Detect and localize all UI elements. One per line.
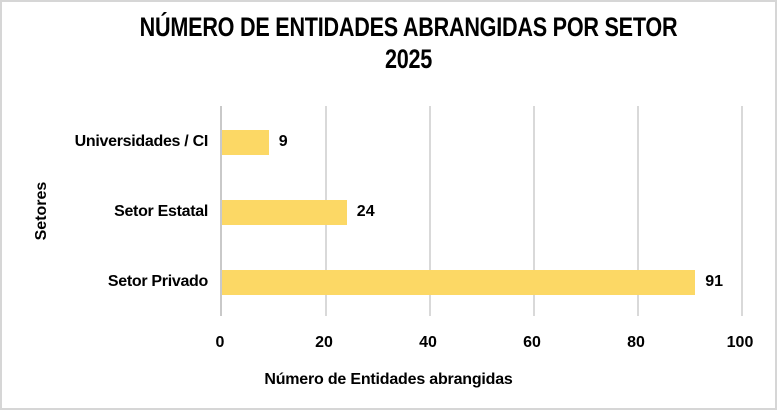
x-tick-label: 40 xyxy=(419,334,437,351)
x-tick-label: 60 xyxy=(523,334,541,351)
gridline xyxy=(741,106,743,316)
bar-value-label: 24 xyxy=(356,203,375,220)
category-label: Setor Privado xyxy=(107,273,208,290)
bar-setor-estatal xyxy=(222,199,347,225)
chart-title: NÚMERO DE ENTIDADES ABRANGIDAS POR SETOR xyxy=(139,12,678,42)
category-label: Setor Estatal xyxy=(114,203,208,220)
category-axis-labels: Universidades / CI Setor Estatal Setor Pri… xyxy=(2,106,209,316)
x-tick-label: 20 xyxy=(315,334,333,351)
bar-value-label: 91 xyxy=(705,273,723,290)
chart-subtitle: 2025 xyxy=(384,44,433,74)
x-axis-tick-labels: 0 20 40 60 80 100 xyxy=(2,333,775,353)
plot-area: 9 24 91 xyxy=(220,106,743,316)
category-label: Universidades / CI xyxy=(74,133,209,150)
chart-title-block: NÚMERO DE ENTIDADES ABRANGIDAS POR SETOR… xyxy=(115,11,701,75)
x-tick-label: 100 xyxy=(726,334,754,351)
bar-value-label: 9 xyxy=(278,133,288,150)
gridline xyxy=(429,106,431,316)
x-axis-title: Número de Entidades abrangidas xyxy=(264,371,513,388)
gridline xyxy=(533,106,535,316)
gridline xyxy=(637,106,639,316)
bar-universidades-ci xyxy=(222,129,269,155)
bar-setor-privado xyxy=(222,269,696,295)
x-tick-label: 0 xyxy=(215,334,225,351)
x-tick-label: 80 xyxy=(627,334,645,351)
